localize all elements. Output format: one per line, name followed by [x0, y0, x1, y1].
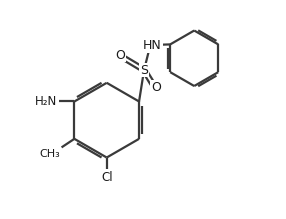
Text: O: O [116, 49, 126, 62]
Text: H₂N: H₂N [35, 95, 57, 108]
Text: S: S [140, 64, 148, 76]
Text: HN: HN [143, 39, 162, 52]
Text: Cl: Cl [101, 171, 112, 184]
Text: CH₃: CH₃ [40, 149, 61, 159]
Text: O: O [151, 81, 161, 94]
